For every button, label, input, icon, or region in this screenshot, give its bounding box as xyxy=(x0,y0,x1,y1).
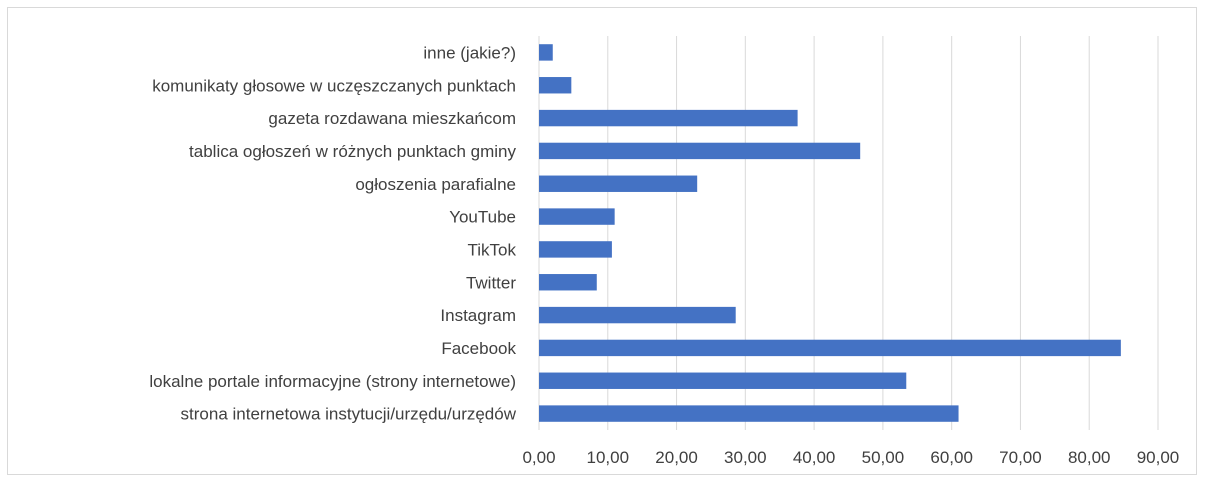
gridlines xyxy=(538,36,1159,430)
category-label: Facebook xyxy=(441,339,516,358)
chart-frame xyxy=(7,7,1197,475)
category-label: gazeta rozdawana mieszkańcom xyxy=(268,109,516,128)
x-tick-label: 80,00 xyxy=(1068,448,1111,467)
category-label: Twitter xyxy=(466,273,516,292)
x-tick-label: 0,00 xyxy=(522,448,555,467)
x-tick-label: 50,00 xyxy=(862,448,905,467)
bar xyxy=(539,306,736,324)
x-tick-label: 10,00 xyxy=(587,448,630,467)
bar xyxy=(539,109,798,127)
bar xyxy=(539,175,698,192)
bar xyxy=(539,405,959,422)
category-label: TikTok xyxy=(468,240,517,259)
bar xyxy=(539,274,597,291)
x-tick-label: 40,00 xyxy=(793,448,836,467)
bar xyxy=(539,77,572,94)
bar xyxy=(539,241,612,258)
x-tick-label: 20,00 xyxy=(655,448,698,467)
category-label: tablica ogłoszeń w różnych punktach gmin… xyxy=(189,142,516,161)
bars xyxy=(539,44,1121,422)
x-tick-label: 60,00 xyxy=(930,448,973,467)
category-label: ogłoszenia parafialne xyxy=(355,175,516,194)
category-label: Instagram xyxy=(440,306,516,325)
category-label: lokalne portale informacyjne (strony int… xyxy=(149,372,516,391)
category-label: YouTube xyxy=(449,208,516,227)
category-label: strona internetowa instytucji/urzędu/urz… xyxy=(181,405,517,424)
bar xyxy=(539,142,861,160)
x-tick-labels: 0,00 10,00 20,00 30,00 40,00 50,00 60,00 70,00 8… xyxy=(522,448,1179,467)
category-label: komunikaty głosowe w uczęszczanych punkt… xyxy=(152,76,516,95)
bar xyxy=(539,339,1121,357)
bar xyxy=(539,44,553,61)
category-label: inne (jakie?) xyxy=(423,43,516,62)
bar xyxy=(539,208,615,225)
x-tick-label: 70,00 xyxy=(999,448,1042,467)
category-labels: strona internetowa instytucji/urzędu/urz… xyxy=(149,43,516,423)
x-tick-label: 90,00 xyxy=(1137,448,1180,467)
bar xyxy=(539,372,907,389)
x-tick-label: 30,00 xyxy=(724,448,767,467)
